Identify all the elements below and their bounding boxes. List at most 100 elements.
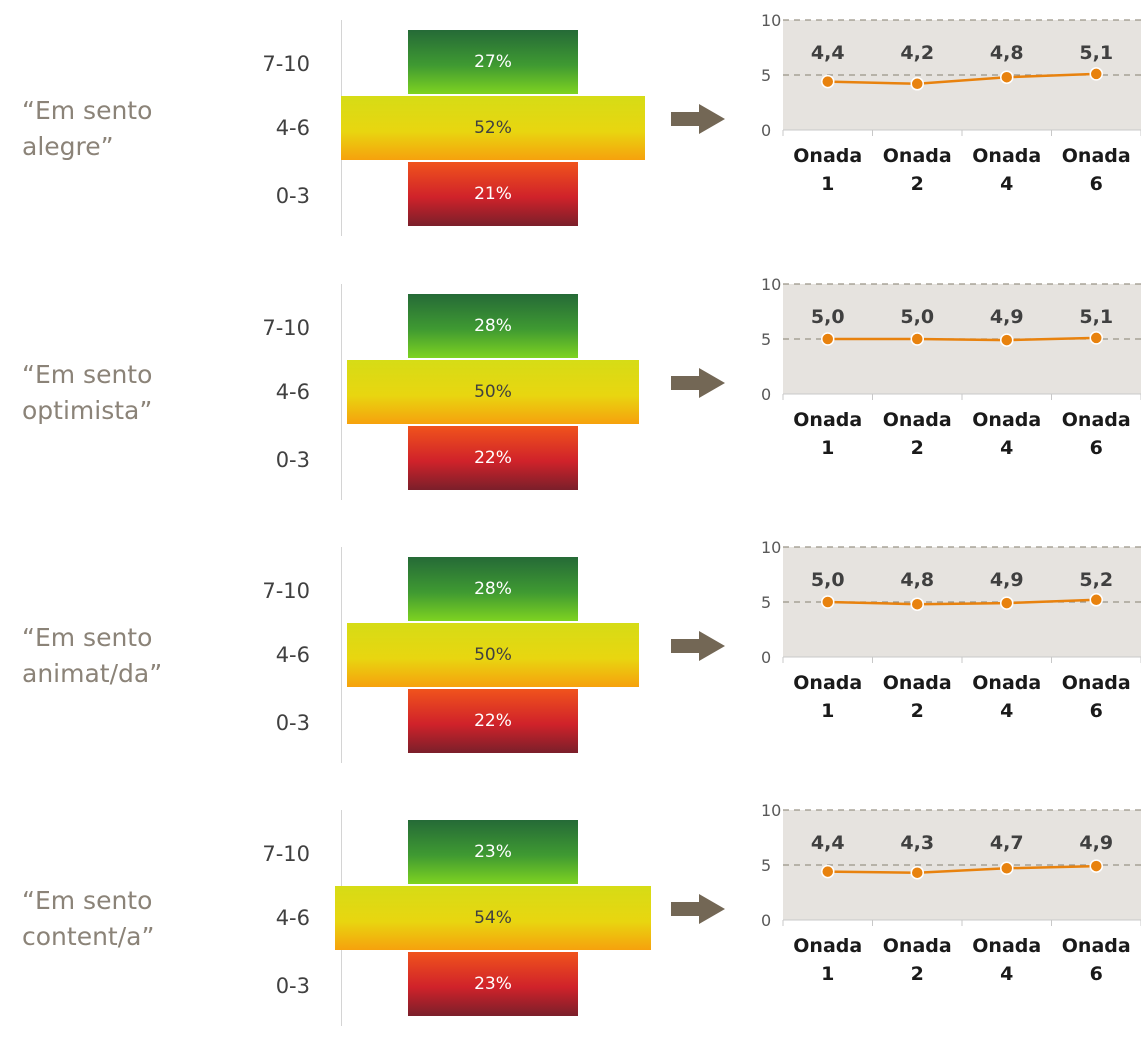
data-point	[821, 864, 835, 879]
y-tick-label: 5	[761, 856, 771, 875]
data-label: 5,2	[1079, 569, 1113, 591]
y-tick-label: 0	[761, 121, 771, 140]
distribution-bar: 22%	[408, 426, 578, 490]
data-point	[1089, 331, 1103, 345]
question-panel: “Em sento animat/da” 7-10 28% 4-6 50% 0-3 22% 0 5…	[0, 527, 1141, 787]
distribution-bar: 23%	[408, 952, 578, 1016]
x-tick-label: Onada	[793, 935, 862, 957]
data-label: 5,0	[900, 306, 934, 328]
arrow-right-icon	[671, 104, 725, 134]
trend-chart: 0 5 10 5,0 Onada 1 4,8 Onada 2 4,9 Onada 4 5,2 Onada 6	[761, 538, 1141, 722]
arrow-shape	[671, 368, 725, 398]
x-tick-label: 6	[1090, 700, 1103, 722]
data-label: 4,8	[900, 569, 934, 591]
x-tick-label: 2	[911, 173, 924, 195]
distribution-bar: 28%	[408, 557, 578, 621]
y-tick-label: 5	[761, 593, 771, 612]
y-tick-label: 10	[761, 275, 781, 294]
distribution-bar: 28%	[408, 294, 578, 358]
distribution-bar: 50%	[346, 360, 640, 424]
x-tick-label: Onada	[1062, 145, 1131, 167]
data-label: 5,1	[1079, 42, 1113, 64]
question-panel: “Em sento content/a” 7-10 23% 4-6 54% 0-3 23% 0 5…	[0, 790, 1141, 1050]
x-tick-label: 4	[1000, 963, 1013, 985]
category-label: 7-10	[262, 316, 310, 340]
data-point	[1089, 859, 1103, 873]
x-tick-label: 6	[1090, 173, 1103, 195]
category-label: 7-10	[262, 579, 310, 603]
data-label: 4,8	[990, 42, 1024, 64]
statement-line: animat/da”	[22, 659, 163, 688]
x-tick-label: Onada	[972, 145, 1041, 167]
series-line	[827, 864, 1097, 874]
category-label: 0-3	[275, 711, 310, 735]
x-tick-label: Onada	[793, 672, 862, 694]
statement-line: optimista”	[22, 396, 153, 425]
category-label: 0-3	[275, 974, 310, 998]
data-point	[821, 74, 835, 89]
x-tick-label: Onada	[883, 145, 952, 167]
statement-line: “Em sento	[22, 886, 153, 915]
category-label: 0-3	[275, 184, 310, 208]
y-tick-label: 0	[761, 911, 771, 930]
data-label: 5,1	[1079, 306, 1113, 328]
data-point	[821, 595, 835, 609]
category-label: 7-10	[262, 52, 310, 76]
x-tick-label: Onada	[972, 672, 1041, 694]
statement-line: “Em sento	[22, 360, 153, 389]
x-tick-label: Onada	[972, 935, 1041, 957]
x-tick-label: 1	[821, 173, 834, 195]
category-label: 4-6	[275, 116, 310, 140]
y-tick-label: 10	[761, 538, 781, 557]
category-label: 4-6	[275, 380, 310, 404]
x-tick-label: Onada	[793, 145, 862, 167]
distribution-bar: 54%	[335, 886, 651, 950]
x-tick-label: 2	[911, 963, 924, 985]
x-tick-label: 2	[911, 700, 924, 722]
trend-chart: 0 5 10 5,0 Onada 1 5,0 Onada 2 4,9 Onada 4 5,1 Onada 6	[761, 275, 1141, 459]
data-point	[910, 77, 924, 91]
data-label: 4,9	[990, 306, 1024, 328]
x-tick-label: 4	[1000, 700, 1013, 722]
x-tick-label: 1	[821, 963, 834, 985]
arrow-shape	[671, 104, 725, 134]
data-label: 4,4	[811, 832, 845, 854]
data-point	[910, 865, 924, 880]
x-tick-label: 6	[1090, 437, 1103, 459]
x-tick-label: 4	[1000, 173, 1013, 195]
arrow-right-icon	[671, 631, 725, 661]
x-tick-label: Onada	[1062, 672, 1131, 694]
y-tick-label: 10	[761, 11, 781, 30]
y-tick-label: 5	[761, 66, 771, 85]
trend-chart: 0 5 10 4,4 Onada 1 4,3 Onada 2 4,7 Onada 4 4,9 Onada 6	[761, 801, 1141, 985]
data-point	[1000, 861, 1014, 876]
x-tick-label: Onada	[883, 935, 952, 957]
distribution-bar: 50%	[346, 623, 640, 687]
data-label: 4,9	[1079, 832, 1113, 854]
x-tick-label: Onada	[883, 672, 952, 694]
data-label: 4,3	[900, 832, 934, 854]
statement-label: “Em sento animat/da”	[22, 620, 162, 692]
statement-line: alegre”	[22, 132, 114, 161]
arrow-shape	[671, 631, 725, 661]
series-line	[827, 336, 1097, 342]
x-tick-label: Onada	[972, 409, 1041, 431]
statement-label: “Em sento optimista”	[22, 357, 152, 429]
y-tick-label: 5	[761, 330, 771, 349]
data-point	[1089, 67, 1103, 81]
data-label: 4,9	[990, 569, 1024, 591]
question-panel: “Em sento alegre” 7-10 27% 4-6 52% 0-3 21% 0 5 10 4…	[0, 0, 1141, 260]
x-tick-label: Onada	[883, 409, 952, 431]
arrow-shape	[671, 894, 725, 924]
distribution-bar: 52%	[340, 96, 646, 160]
distribution-axis	[341, 547, 342, 763]
x-tick-label: 6	[1090, 963, 1103, 985]
statement-label: “Em sento content/a”	[22, 883, 154, 955]
data-point	[1089, 593, 1103, 607]
data-point	[1000, 333, 1014, 347]
y-tick-label: 0	[761, 385, 771, 404]
x-tick-label: 2	[911, 437, 924, 459]
distribution-bar: 22%	[408, 689, 578, 753]
data-label: 4,2	[900, 42, 934, 64]
y-tick-label: 10	[761, 801, 781, 820]
